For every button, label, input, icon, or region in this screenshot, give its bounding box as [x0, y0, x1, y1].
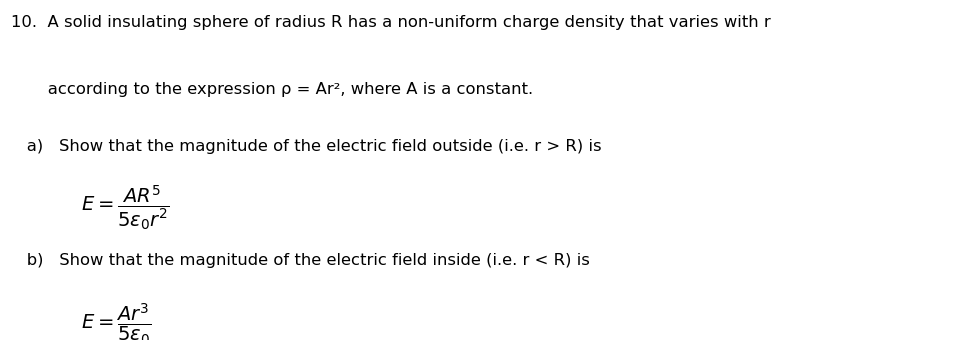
Text: b)   Show that the magnitude of the electric field inside (i.e. r < R) is: b) Show that the magnitude of the electr…: [11, 253, 590, 268]
Text: according to the expression ρ = Ar², where A is a constant.: according to the expression ρ = Ar², whe…: [11, 82, 533, 97]
Text: a)   Show that the magnitude of the electric field outside (i.e. r > R) is: a) Show that the magnitude of the electr…: [11, 139, 601, 154]
Text: $E = \dfrac{Ar^3}{5\varepsilon_0}$: $E = \dfrac{Ar^3}{5\varepsilon_0}$: [81, 302, 152, 340]
Text: $E = \dfrac{AR^5}{5\varepsilon_0 r^2}$: $E = \dfrac{AR^5}{5\varepsilon_0 r^2}$: [81, 183, 170, 232]
Text: 10.  A solid insulating sphere of radius R has a non-uniform charge density that: 10. A solid insulating sphere of radius …: [11, 15, 770, 30]
